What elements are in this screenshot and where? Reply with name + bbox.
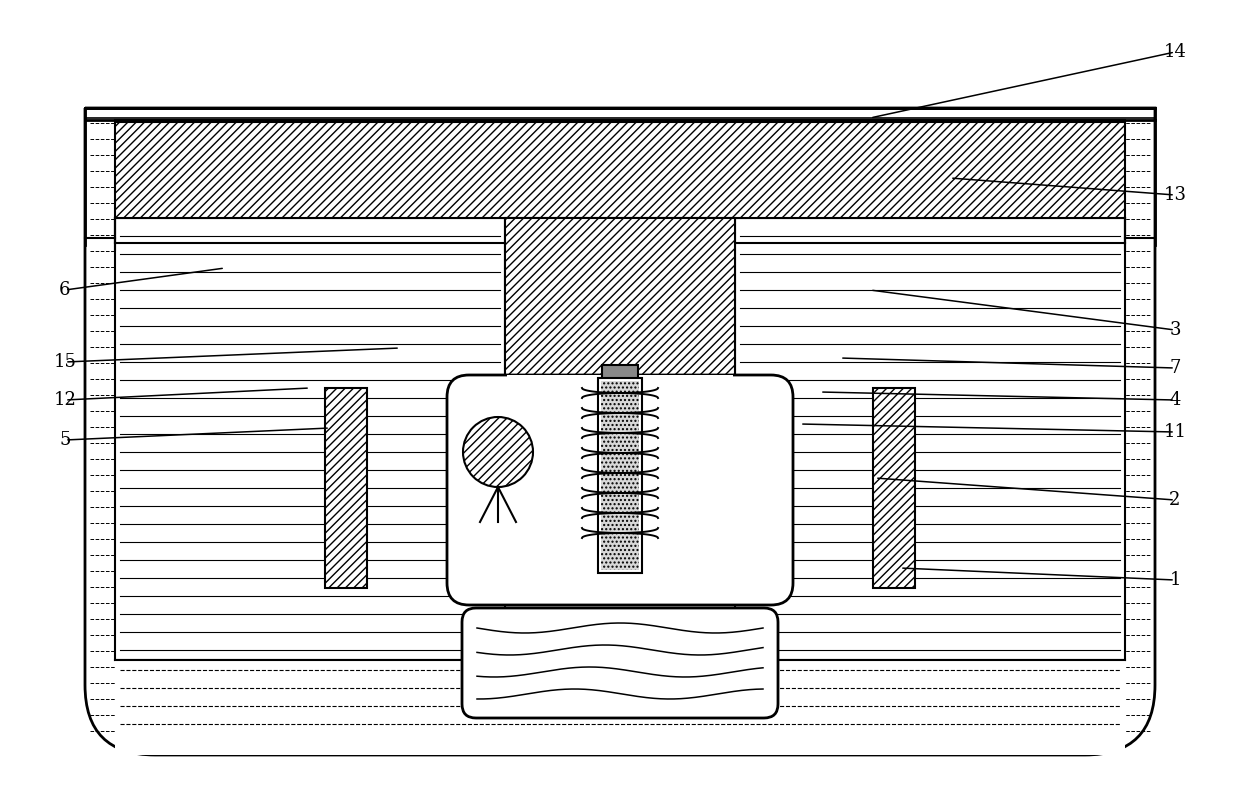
Bar: [735, 218, 1125, 660]
Text: 3: 3: [1169, 321, 1180, 339]
Text: 2: 2: [1169, 491, 1180, 509]
Bar: [873, 388, 915, 588]
Bar: [507, 375, 733, 390]
Bar: [601, 365, 639, 379]
Bar: [598, 378, 642, 573]
Bar: [505, 218, 735, 390]
Text: 12: 12: [53, 391, 77, 409]
Bar: [115, 660, 1125, 755]
Bar: [325, 388, 367, 588]
PathPatch shape: [86, 108, 1154, 755]
Text: 11: 11: [1163, 423, 1187, 441]
Circle shape: [463, 417, 533, 487]
Text: 14: 14: [1163, 43, 1187, 61]
Bar: [115, 218, 505, 660]
Text: 5: 5: [60, 431, 71, 449]
Text: 6: 6: [60, 281, 71, 299]
Bar: [601, 381, 639, 570]
Text: 13: 13: [1163, 186, 1187, 204]
Text: 15: 15: [53, 353, 77, 371]
Text: 7: 7: [1169, 359, 1180, 377]
Text: 4: 4: [1169, 391, 1180, 409]
FancyBboxPatch shape: [463, 608, 777, 718]
FancyBboxPatch shape: [446, 375, 794, 605]
Bar: [115, 122, 1125, 218]
Text: 1: 1: [1169, 571, 1180, 589]
